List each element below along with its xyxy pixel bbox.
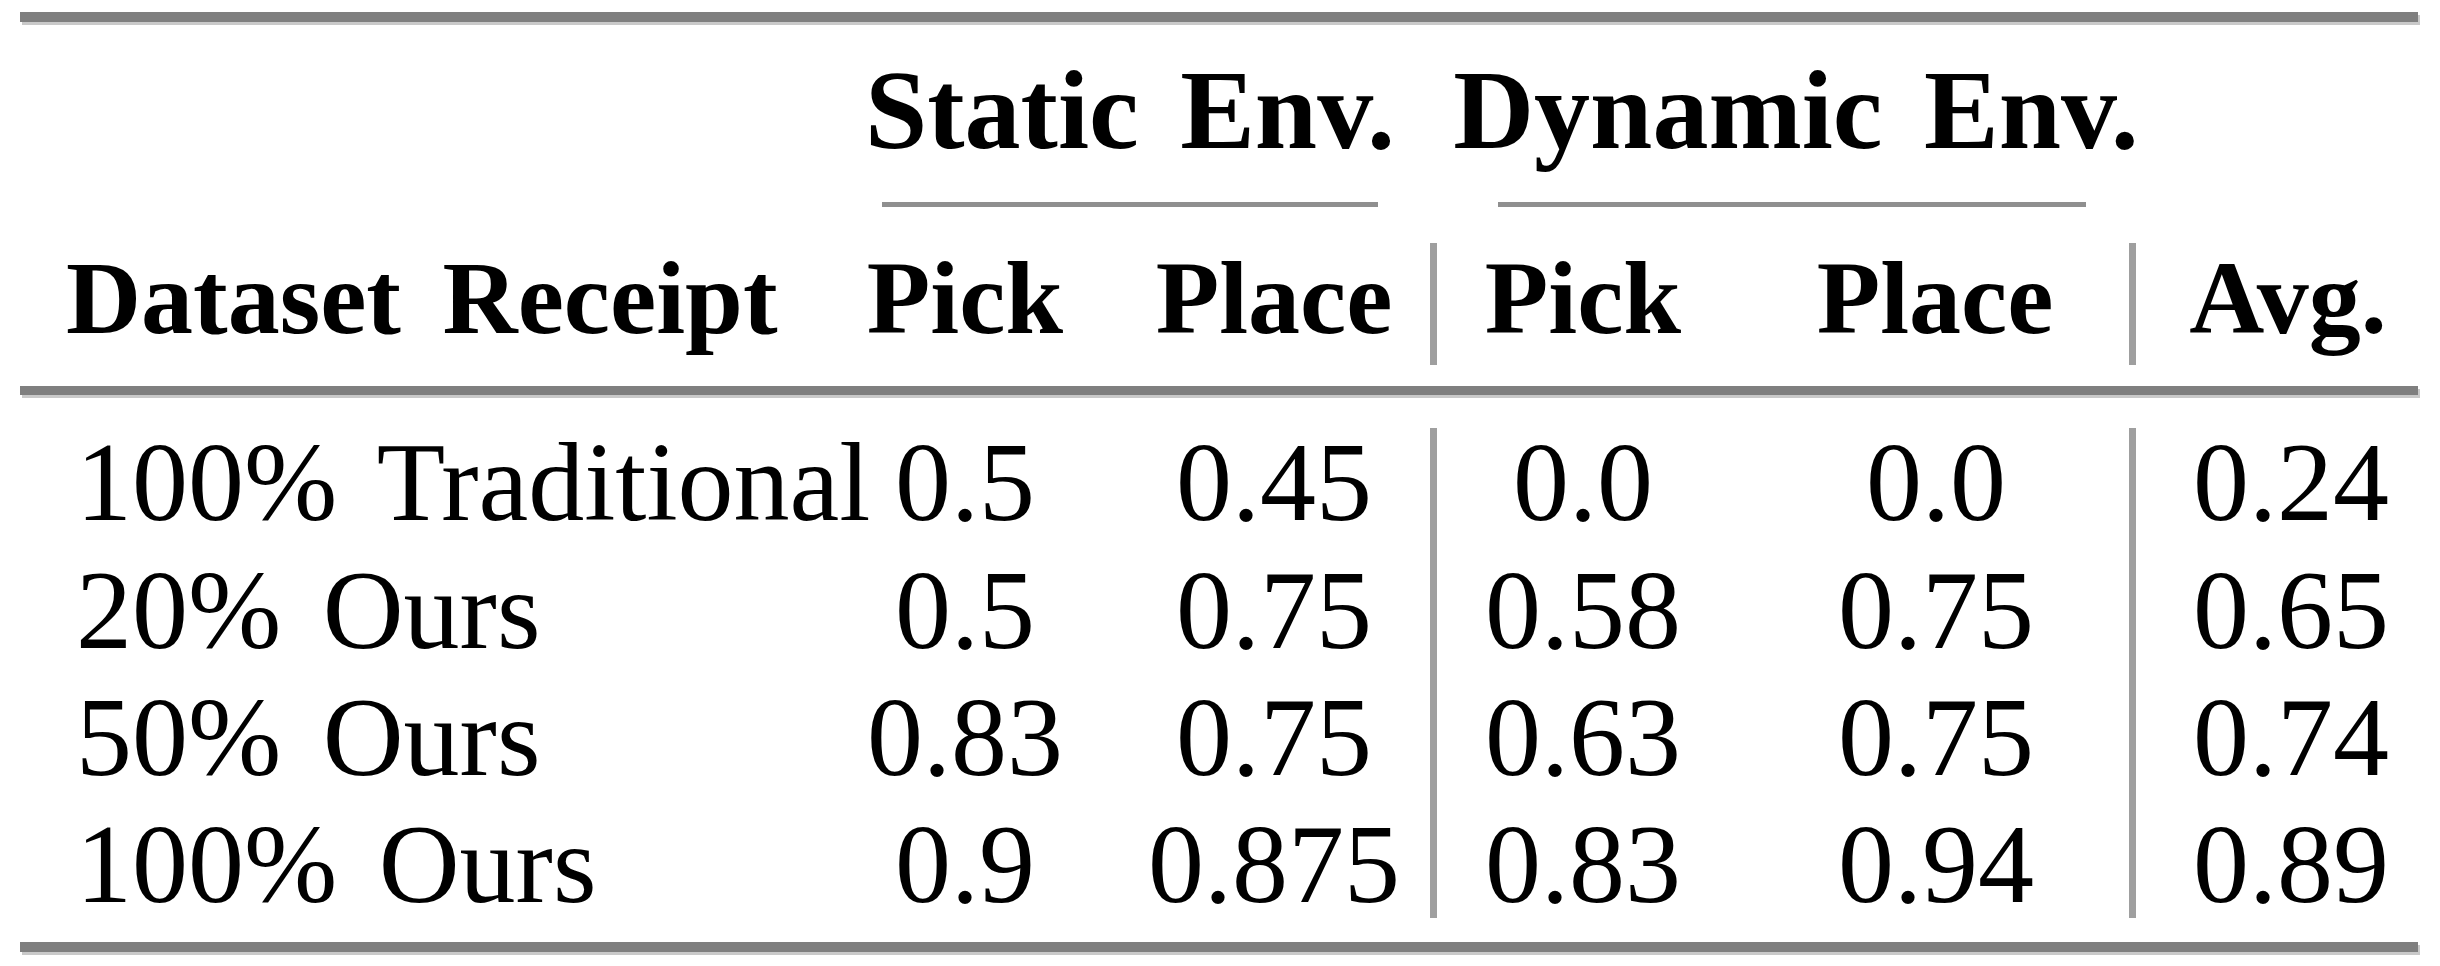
table-cell: 0.9 — [895, 808, 1035, 920]
table-cell: 0.875 — [1148, 808, 1400, 920]
table-cell: 0.74 — [2193, 681, 2389, 793]
column-header-static-pick: Pick — [867, 246, 1063, 350]
column-header-avg: Avg. — [2189, 246, 2386, 350]
row-label: 50% Ours — [76, 681, 541, 793]
table-cell: 0.65 — [2193, 554, 2389, 666]
vertical-rule-1-header — [1430, 243, 1437, 365]
dynamic-env-cmidrule — [1498, 202, 2086, 207]
vertical-rule-2-header — [2129, 243, 2136, 365]
table-cell: 0.45 — [1176, 426, 1372, 538]
table-cell: 0.58 — [1485, 554, 1681, 666]
table-cell: 0.5 — [895, 426, 1035, 538]
static-env-cmidrule — [882, 202, 1378, 207]
table-cell: 0.75 — [1176, 554, 1372, 666]
table-cell: 0.89 — [2193, 808, 2389, 920]
table-cell: 0.75 — [1176, 681, 1372, 793]
row-label: 20% Ours — [76, 554, 541, 666]
column-header-dataset-receipt: Dataset Receipt — [66, 246, 778, 350]
table-cell: 0.63 — [1485, 681, 1681, 793]
table-cell: 0.94 — [1838, 808, 2034, 920]
vertical-rule-1-body — [1430, 428, 1437, 918]
top-rule — [20, 12, 2418, 22]
column-group-static-env: Static Env. — [865, 54, 1395, 166]
column-header-dynamic-place: Place — [1817, 246, 2054, 350]
row-label: 100% Ours — [76, 808, 597, 920]
table-cell: 0.0 — [1866, 426, 2006, 538]
vertical-rule-2-body — [2129, 428, 2136, 918]
table-cell: 0.5 — [895, 554, 1035, 666]
mid-rule — [20, 386, 2418, 395]
column-header-dynamic-pick: Pick — [1485, 246, 1681, 350]
table-cell: 0.83 — [867, 681, 1063, 793]
row-label: 100% Traditional — [76, 426, 870, 538]
table-cell: 0.75 — [1838, 554, 2034, 666]
table-cell: 0.83 — [1485, 808, 1681, 920]
table-cell: 0.0 — [1513, 426, 1653, 538]
bottom-rule — [20, 942, 2418, 952]
column-header-static-place: Place — [1156, 246, 1393, 350]
table-cell: 0.75 — [1838, 681, 2034, 793]
column-group-dynamic-env: Dynamic Env. — [1453, 54, 2139, 166]
paper-results-table: Static Env. Dynamic Env. Dataset Receipt… — [0, 0, 2440, 966]
table-cell: 0.24 — [2193, 426, 2389, 538]
